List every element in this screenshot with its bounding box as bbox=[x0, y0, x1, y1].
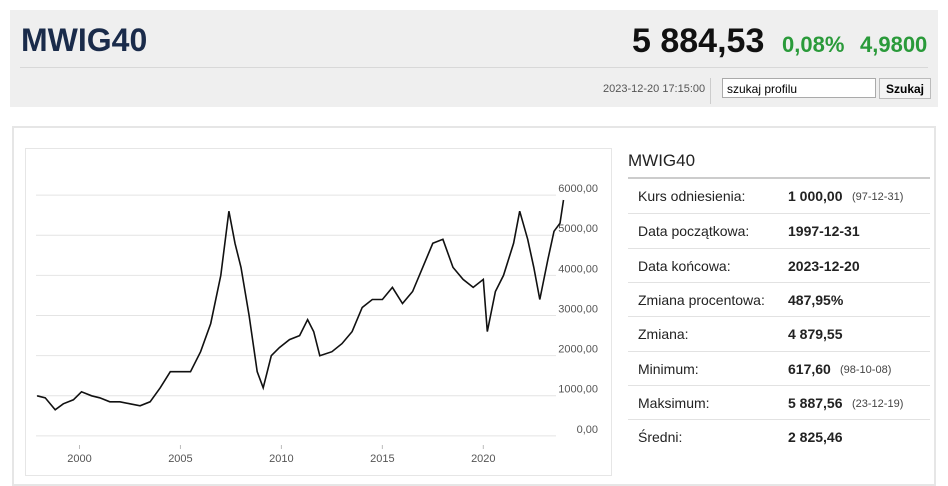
profile-row: Minimum: 617,60 (98-10-08) bbox=[628, 350, 930, 386]
y-tick-label: 4000,00 bbox=[558, 263, 598, 275]
row-label: Zmiana: bbox=[638, 326, 689, 343]
row-label: Kurs odniesienia: bbox=[638, 188, 746, 204]
row-label: Maksimum: bbox=[638, 394, 710, 411]
header: MWIG40 5 884,53 0,08% 4,9800 2023-12-20 … bbox=[10, 10, 938, 107]
x-tick-label: 2020 bbox=[471, 453, 495, 465]
x-tick-label: 2005 bbox=[168, 453, 192, 465]
y-tick-label: 0,00 bbox=[577, 424, 598, 436]
row-note: (23-12-19) bbox=[852, 397, 904, 410]
page: MWIG40 5 884,53 0,08% 4,9800 2023-12-20 … bbox=[10, 10, 938, 486]
profile-row: Zmiana: 4 879,55 bbox=[628, 316, 930, 351]
search-button[interactable]: Szukaj bbox=[879, 78, 931, 99]
x-tick-label: 2015 bbox=[370, 453, 394, 465]
row-label: Data końcowa: bbox=[638, 257, 731, 274]
separator bbox=[710, 78, 711, 104]
row-label: Zmiana procentowa: bbox=[638, 291, 765, 308]
row-value: 4 879,55 bbox=[788, 326, 843, 343]
row-note: (97-12-31) bbox=[852, 191, 904, 203]
profile-row: Data końcowa: 2023-12-20 bbox=[628, 247, 930, 283]
profile-rule bbox=[628, 177, 930, 179]
change-pct: 0,08% bbox=[782, 32, 845, 57]
row-label: Średni: bbox=[638, 429, 683, 446]
row-value: 1997-12-31 bbox=[788, 223, 860, 240]
change: 4,9800 bbox=[860, 32, 928, 57]
search-input[interactable]: szukaj profilu bbox=[722, 78, 876, 98]
price-line bbox=[36, 199, 565, 411]
y-tick-label: 6000,00 bbox=[558, 183, 598, 195]
profile-row: Zmiana procentowa: 487,95% bbox=[628, 281, 930, 317]
timestamp: 2023-12-20 17:15:00 bbox=[603, 83, 706, 95]
row-value: 5 887,56 bbox=[788, 394, 843, 411]
row-value: 617,60 bbox=[788, 360, 831, 377]
row-value: 487,95% bbox=[788, 291, 844, 308]
profile-row: Kurs odniesienia: 1 000,00 (97-12-31) bbox=[628, 179, 930, 213]
price: 5 884,53 bbox=[632, 22, 765, 60]
row-value: 2023-12-20 bbox=[788, 257, 860, 274]
x-tick-label: 2000 bbox=[67, 453, 91, 465]
y-tick-label: 1000,00 bbox=[558, 384, 598, 396]
profile-row: Maksimum: 5 887,56 (23-12-19) bbox=[628, 384, 930, 420]
chart: 0,00 1000,00 2000,00 3000,00 4000,00 5000,00 6… bbox=[36, 183, 598, 465]
row-value: 1 000,00 bbox=[788, 188, 843, 204]
row-value: 2 825,46 bbox=[788, 429, 843, 446]
row-label: Minimum: bbox=[638, 360, 699, 377]
y-tick-label: 3000,00 bbox=[558, 303, 598, 315]
y-tick-label: 2000,00 bbox=[558, 344, 598, 356]
row-note: (98-10-08) bbox=[840, 363, 892, 376]
row-label: Data początkowa: bbox=[638, 223, 750, 240]
profile-title: MWIG40 bbox=[628, 151, 696, 170]
profile-row: Średni: 2 825,46 bbox=[628, 419, 930, 454]
x-tick-label: 2010 bbox=[269, 453, 293, 465]
chart-box: 0,00 1000,00 2000,00 3000,00 4000,00 5000,00 6… bbox=[25, 148, 612, 476]
divider bbox=[20, 67, 928, 68]
y-tick-label: 5000,00 bbox=[558, 223, 598, 235]
title: MWIG40 bbox=[21, 22, 148, 58]
profile-row: Data początkowa: 1997-12-31 bbox=[628, 213, 930, 248]
